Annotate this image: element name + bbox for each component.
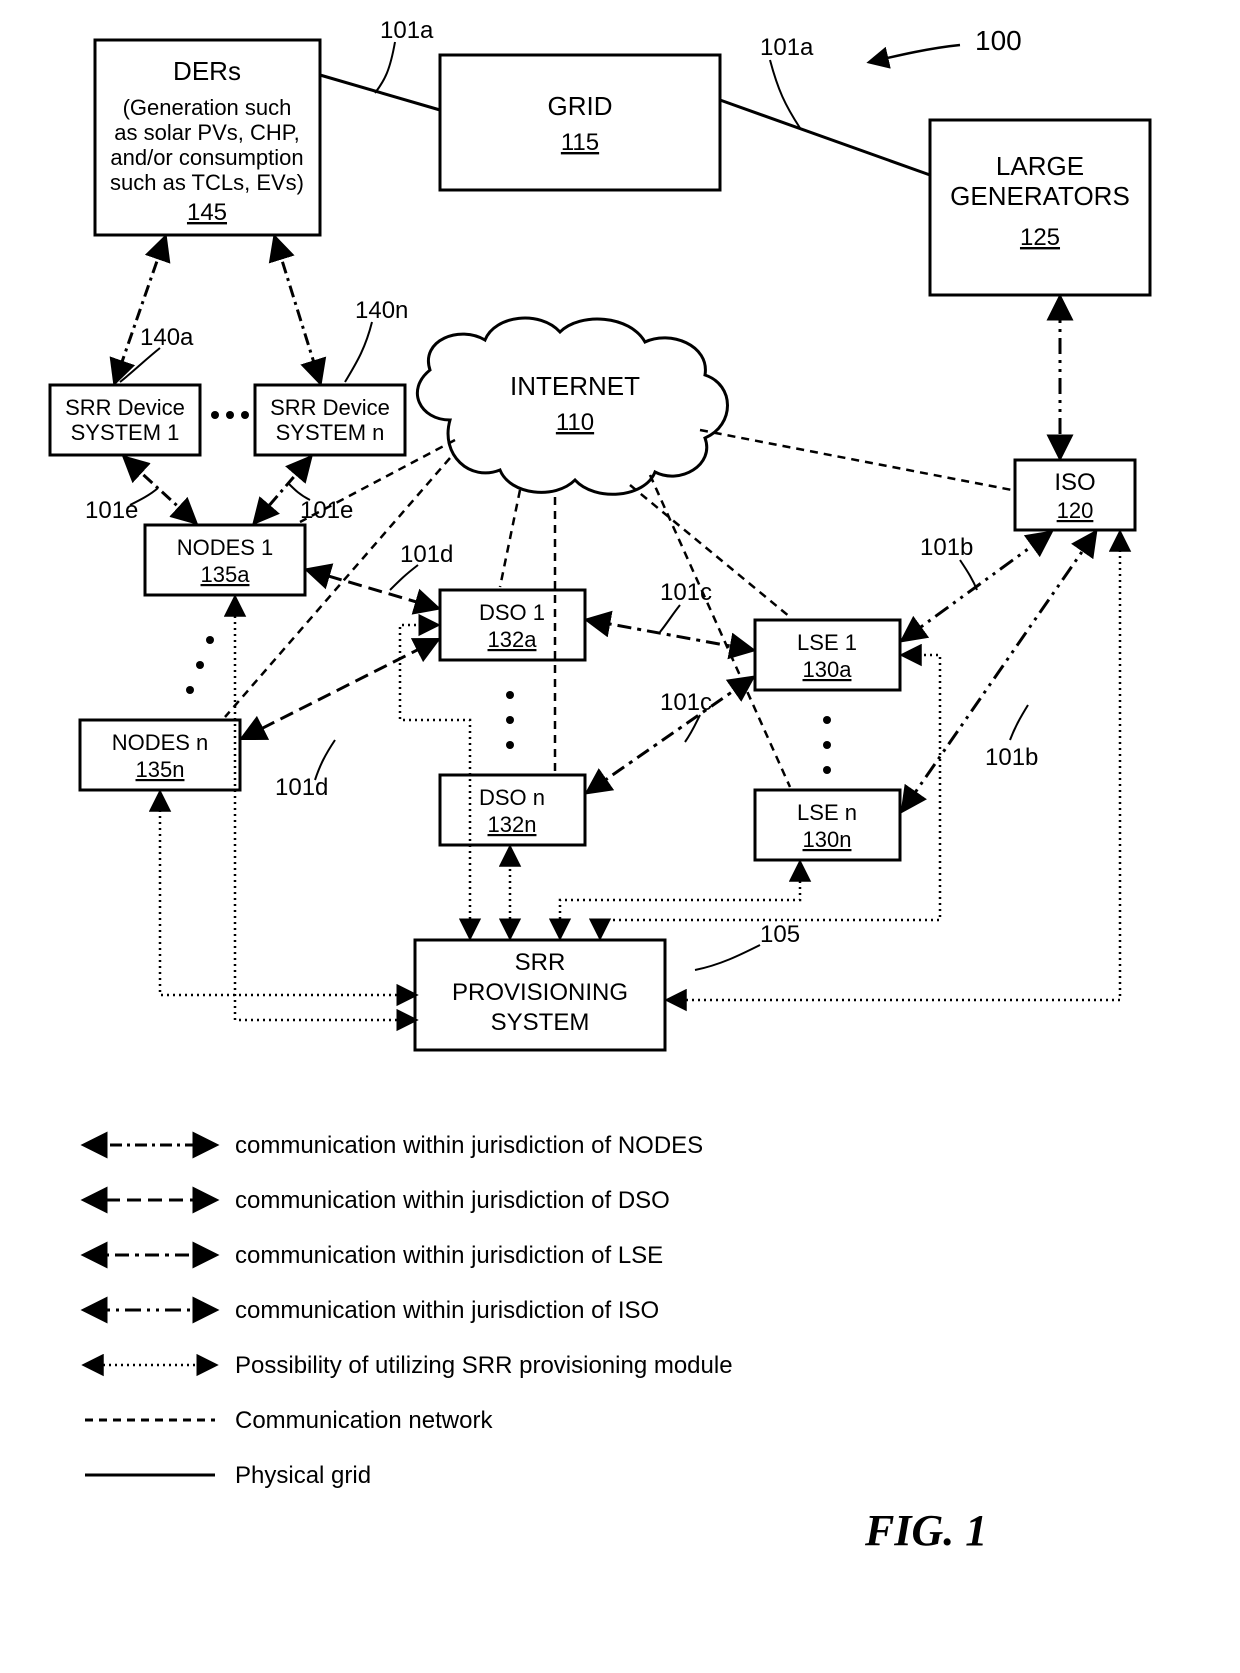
dso1-ref: 132a xyxy=(488,627,538,652)
callout-101c-1-lead xyxy=(660,605,680,632)
callout-101d-1-lead xyxy=(390,565,418,590)
ders-detail3: and/or consumption xyxy=(110,145,303,170)
edge-ders-srrn xyxy=(275,238,320,382)
lse1-ref: 130a xyxy=(803,657,853,682)
ellipsis-srr xyxy=(211,411,249,419)
callout-105: 105 xyxy=(760,921,800,948)
iso-title: ISO xyxy=(1054,469,1095,496)
callout-101c-1: 101c xyxy=(660,579,712,606)
callout-101e-1: 101e xyxy=(85,497,138,524)
iso-ref: 120 xyxy=(1057,498,1094,523)
callout-101e-2: 101e xyxy=(300,497,353,524)
legend-text-6: Physical grid xyxy=(235,1462,371,1489)
callout-101d-1: 101d xyxy=(400,541,453,568)
grid-title: GRID xyxy=(548,91,613,121)
srrp-title3: SYSTEM xyxy=(491,1009,590,1036)
edge-nodesn-dso1 xyxy=(243,640,437,738)
ders-detail1: (Generation such xyxy=(123,95,292,120)
edge-ders-srr1 xyxy=(115,238,165,382)
callout-101a-1-lead xyxy=(375,42,395,93)
nodes1-ref: 135a xyxy=(201,562,251,587)
legend-text-1: communication within jurisdiction of DSO xyxy=(235,1187,670,1214)
callout-101d-2: 101d xyxy=(275,774,328,801)
edge-srrp-iso xyxy=(668,533,1120,1000)
callout-101b-2-lead xyxy=(1010,705,1028,740)
callout-140a: 140a xyxy=(140,324,194,351)
nodes1-title: NODES 1 xyxy=(177,535,274,560)
internet-cloud xyxy=(417,318,727,494)
dson-title: DSO n xyxy=(479,785,545,810)
callout-140a-lead xyxy=(120,348,160,382)
callout-101a-2: 101a xyxy=(760,34,814,61)
legend: communication within jurisdiction of NOD… xyxy=(85,1132,733,1489)
figure-label: FIG. 1 xyxy=(864,1506,987,1555)
callout-101a-2-lead xyxy=(770,60,800,128)
srr1-title2: SYSTEM 1 xyxy=(71,420,180,445)
callout-101c-2: 101c xyxy=(660,689,712,716)
srrn-title1: SRR Device xyxy=(270,395,390,420)
callout-140n-lead xyxy=(345,322,372,382)
callout-101a-1: 101a xyxy=(380,17,434,44)
srr1-title1: SRR Device xyxy=(65,395,185,420)
callout-105-lead xyxy=(695,945,760,970)
ders-detail4: such as TCLs, EVs) xyxy=(110,170,304,195)
nodesn-ref: 135n xyxy=(136,757,185,782)
grid-line-ders xyxy=(320,75,440,110)
gens-ref: 125 xyxy=(1020,224,1060,251)
system-ref: 100 xyxy=(975,25,1022,56)
gens-title2: GENERATORS xyxy=(950,181,1130,211)
ellipsis-lse xyxy=(823,716,831,774)
ders-title: DERs xyxy=(173,56,241,86)
edge-internet-dso1 xyxy=(500,490,520,587)
lse1-title: LSE 1 xyxy=(797,630,857,655)
grid-ref: 115 xyxy=(561,129,599,156)
ellipsis-nodes xyxy=(186,636,214,694)
dson-ref: 132n xyxy=(488,812,537,837)
dso1-title: DSO 1 xyxy=(479,600,545,625)
edge-srrp-nodes1 xyxy=(235,598,415,1020)
legend-text-2: communication within jurisdiction of LSE xyxy=(235,1242,663,1269)
nodesn-title: NODES n xyxy=(112,730,209,755)
ders-detail2: as solar PVs, CHP, xyxy=(114,120,299,145)
srrp-title1: SRR xyxy=(515,949,566,976)
srrn-title2: SYSTEM n xyxy=(276,420,385,445)
legend-text-5: Communication network xyxy=(235,1407,493,1434)
edge-nodes1-dso1 xyxy=(308,570,437,608)
callout-101b-2: 101b xyxy=(985,744,1038,771)
callout-140n: 140n xyxy=(355,297,408,324)
callout-101b-1-lead xyxy=(960,560,977,590)
lsen-title: LSE n xyxy=(797,800,857,825)
callout-101b-1: 101b xyxy=(920,534,973,561)
internet-ref: 110 xyxy=(556,409,594,436)
lsen-ref: 130n xyxy=(803,827,852,852)
legend-text-4: Possibility of utilizing SRR provisionin… xyxy=(235,1352,733,1379)
internet-title: INTERNET xyxy=(510,371,640,401)
gens-title1: LARGE xyxy=(996,151,1084,181)
ellipsis-dso xyxy=(506,691,514,749)
edge-internet-iso xyxy=(700,430,1012,490)
ders-ref: 145 xyxy=(187,199,227,226)
grid-node xyxy=(440,55,720,190)
edge-srrp-nodesn xyxy=(160,793,415,995)
legend-text-0: communication within jurisdiction of NOD… xyxy=(235,1132,703,1159)
srrp-title2: PROVISIONING xyxy=(452,979,628,1006)
legend-text-3: communication within jurisdiction of ISO xyxy=(235,1297,659,1324)
system-ref-arrow xyxy=(870,45,960,62)
grid-line-gens xyxy=(720,100,930,175)
